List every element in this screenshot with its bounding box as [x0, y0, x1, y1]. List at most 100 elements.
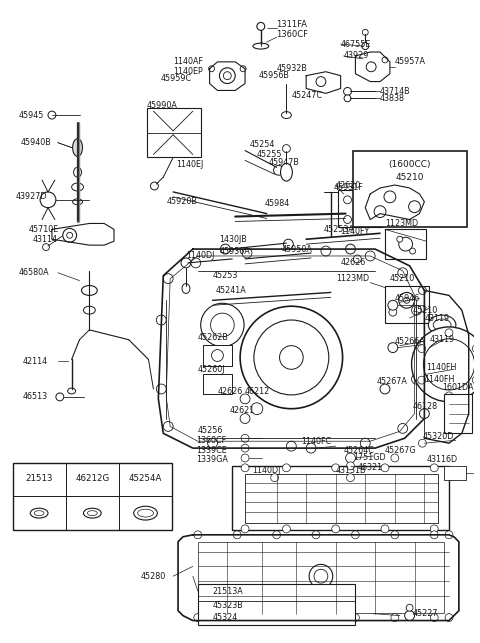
- Circle shape: [279, 346, 303, 369]
- Circle shape: [411, 327, 480, 402]
- Circle shape: [418, 345, 426, 352]
- Circle shape: [240, 394, 250, 404]
- Text: 45940B: 45940B: [21, 138, 51, 147]
- Text: 45254A: 45254A: [129, 474, 162, 483]
- Circle shape: [312, 613, 320, 622]
- Text: 45253: 45253: [213, 271, 238, 280]
- Ellipse shape: [428, 315, 456, 335]
- Circle shape: [309, 565, 333, 588]
- Ellipse shape: [30, 508, 48, 518]
- Text: 45255: 45255: [257, 150, 282, 159]
- Circle shape: [156, 384, 166, 394]
- Circle shape: [346, 244, 355, 254]
- Bar: [385, 285, 429, 323]
- Text: 45210: 45210: [412, 305, 438, 314]
- Bar: [444, 466, 466, 480]
- Circle shape: [251, 403, 263, 415]
- Circle shape: [67, 232, 72, 239]
- Circle shape: [40, 192, 56, 208]
- Circle shape: [347, 462, 354, 470]
- Text: 45323B: 45323B: [213, 601, 243, 610]
- Circle shape: [312, 531, 320, 539]
- Circle shape: [273, 531, 280, 539]
- Circle shape: [220, 244, 230, 254]
- Text: 45947B: 45947B: [269, 158, 300, 167]
- Text: 43838: 43838: [380, 94, 405, 103]
- Circle shape: [391, 454, 399, 462]
- Circle shape: [472, 345, 480, 352]
- Circle shape: [241, 434, 249, 442]
- Text: 1360CF: 1360CF: [276, 30, 309, 39]
- Text: 45253A: 45253A: [324, 225, 355, 234]
- Circle shape: [240, 66, 246, 72]
- Circle shape: [219, 68, 235, 84]
- Text: 1339CE: 1339CE: [196, 446, 227, 455]
- Text: 45254: 45254: [250, 140, 276, 149]
- Circle shape: [181, 258, 191, 267]
- Circle shape: [257, 23, 265, 30]
- Circle shape: [380, 384, 390, 394]
- Circle shape: [211, 313, 234, 337]
- Circle shape: [391, 613, 399, 622]
- Circle shape: [445, 392, 453, 400]
- Ellipse shape: [84, 508, 101, 518]
- Circle shape: [419, 287, 426, 294]
- Text: 42626: 42626: [341, 258, 366, 267]
- Ellipse shape: [433, 319, 451, 331]
- Circle shape: [242, 248, 252, 258]
- Text: 45936A: 45936A: [219, 246, 250, 255]
- Text: 46513: 46513: [23, 392, 48, 401]
- Circle shape: [241, 464, 249, 472]
- Circle shape: [445, 613, 453, 622]
- Circle shape: [405, 611, 415, 620]
- Circle shape: [63, 228, 77, 242]
- Circle shape: [344, 87, 351, 95]
- Text: 46580A: 46580A: [18, 268, 49, 277]
- Circle shape: [344, 95, 351, 102]
- Circle shape: [360, 439, 370, 448]
- Text: 1360CF: 1360CF: [196, 436, 226, 445]
- Circle shape: [430, 464, 438, 472]
- Circle shape: [347, 474, 354, 482]
- Text: 1140EP: 1140EP: [173, 68, 203, 77]
- Text: 1339GA: 1339GA: [196, 455, 228, 464]
- Text: 45946: 45946: [395, 294, 420, 303]
- Circle shape: [419, 439, 426, 447]
- Circle shape: [283, 145, 290, 152]
- Circle shape: [194, 531, 202, 539]
- Ellipse shape: [87, 511, 97, 516]
- Circle shape: [398, 267, 408, 278]
- Circle shape: [241, 454, 249, 462]
- Bar: [203, 374, 232, 394]
- Circle shape: [430, 525, 438, 533]
- Circle shape: [445, 329, 453, 337]
- Circle shape: [223, 72, 231, 80]
- Circle shape: [420, 409, 429, 419]
- Circle shape: [283, 525, 290, 533]
- Bar: [198, 584, 355, 626]
- Text: 1140DJ: 1140DJ: [186, 251, 214, 260]
- Bar: [385, 230, 426, 259]
- Text: 45931F: 45931F: [334, 183, 363, 192]
- Text: 1140FH: 1140FH: [424, 375, 455, 384]
- Circle shape: [163, 274, 173, 284]
- Circle shape: [404, 297, 409, 303]
- Text: 45267G: 45267G: [385, 446, 417, 455]
- Text: 45267A: 45267A: [377, 377, 408, 386]
- Text: 45210: 45210: [390, 274, 415, 283]
- Circle shape: [411, 305, 421, 315]
- Text: 1140AF: 1140AF: [173, 57, 203, 66]
- Circle shape: [284, 239, 293, 249]
- Text: 42621: 42621: [229, 406, 254, 415]
- Text: 42620: 42620: [336, 181, 361, 190]
- Text: (1600CC): (1600CC): [388, 160, 431, 169]
- Circle shape: [194, 613, 202, 622]
- Bar: [444, 394, 472, 433]
- Text: 45950A: 45950A: [281, 244, 312, 253]
- Bar: [198, 541, 444, 613]
- Ellipse shape: [253, 43, 269, 49]
- Text: 1140EJ: 1140EJ: [176, 160, 204, 169]
- Circle shape: [381, 464, 389, 472]
- Text: 1430JB: 1430JB: [219, 235, 247, 244]
- Text: 21513: 21513: [25, 474, 53, 483]
